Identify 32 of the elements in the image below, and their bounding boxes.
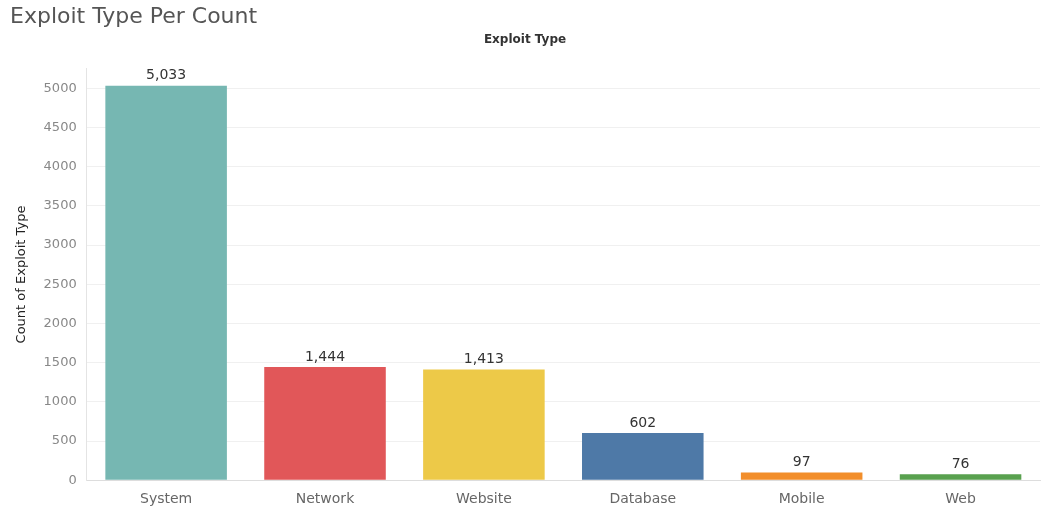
x-axis-title: Exploit Type (483, 31, 567, 46)
y-tick-label: 4500 (43, 118, 77, 134)
bar (582, 433, 704, 480)
x-tick-label: Web (945, 490, 976, 507)
x-tick-label: System (140, 490, 193, 507)
bar (899, 474, 1022, 480)
y-tick-label: 5000 (43, 79, 77, 95)
data-label: 76 (951, 454, 970, 471)
bar (105, 85, 227, 480)
y-tick-label: 3500 (43, 197, 77, 213)
x-tick-label: Mobile (778, 490, 825, 507)
data-label: 1,444 (304, 347, 346, 364)
y-tick-label: 1000 (43, 393, 77, 409)
bar (740, 472, 863, 480)
data-label: 602 (629, 413, 657, 430)
y-axis-title: Count of Exploit Type (13, 205, 29, 344)
x-tick-label: Database (609, 490, 677, 507)
data-label: 5,033 (146, 66, 187, 83)
chart-title: Exploit Type Per Count (10, 2, 258, 28)
bar (264, 367, 386, 480)
y-tick-label: 2500 (43, 275, 77, 291)
y-tick-label: 2000 (43, 314, 77, 330)
y-tick-label: 1500 (43, 354, 77, 370)
y-tick-label: 500 (51, 432, 77, 448)
bar (423, 369, 545, 480)
y-tick-label: 4000 (43, 158, 77, 174)
data-label: 97 (792, 453, 811, 470)
x-tick-label: Website (455, 490, 512, 507)
y-tick-label: 3000 (43, 236, 77, 252)
y-tick-label: 0 (68, 471, 77, 487)
x-tick-label: Network (295, 490, 356, 507)
data-label: 1,413 (463, 350, 504, 367)
